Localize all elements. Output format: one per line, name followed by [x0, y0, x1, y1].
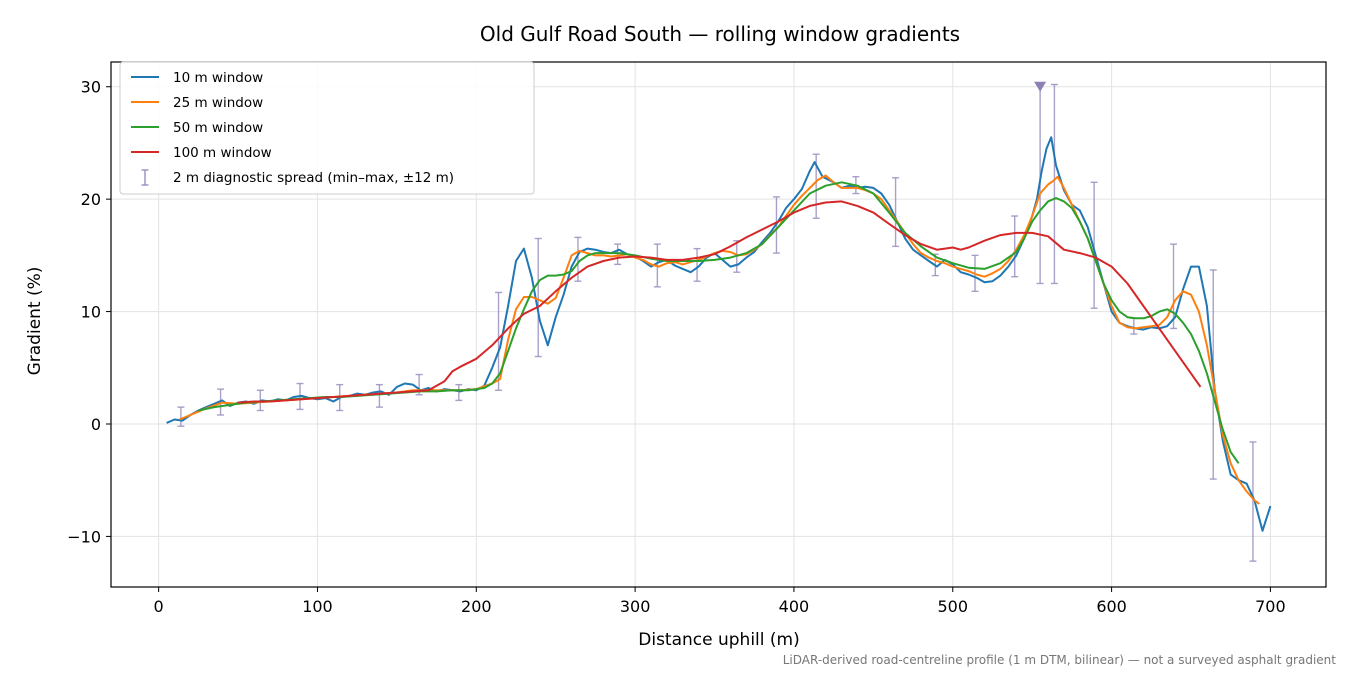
x-tick-label: 200: [461, 597, 492, 616]
error-bar: [614, 243, 622, 266]
chart-title: Old Gulf Road South — rolling window gra…: [480, 22, 960, 46]
legend: 10 m window 25 m window 50 m window 100 m w…: [119, 61, 535, 195]
error-bar: [892, 177, 900, 248]
x-tick-label: 100: [302, 597, 333, 616]
series-line-1: [166, 136, 1272, 532]
y-tick-label: −10: [67, 527, 101, 546]
error-bar: [1050, 83, 1058, 285]
error-bar: [375, 383, 383, 408]
y-tick-label: 30: [81, 78, 101, 97]
error-bar: [455, 383, 463, 402]
error-bar: [693, 247, 701, 282]
error-bar: [1130, 317, 1138, 335]
series-line-3: [198, 181, 1240, 464]
x-tick-label: 600: [1096, 597, 1127, 616]
x-axis-label: Distance uphill (m): [638, 630, 799, 650]
legend-label-errorbar: 2 m diagnostic spread (min–max, ±12 m): [173, 170, 454, 186]
legend-label-1: 10 m window: [173, 70, 263, 86]
series-line-4: [238, 200, 1202, 404]
legend-swatch-errorbar: [141, 169, 149, 186]
x-tick-label: 300: [620, 597, 651, 616]
error-bar: [1011, 215, 1019, 278]
axes: 0 100 200 300 400 500 600 700 −10 0 10 20 30: [67, 78, 1285, 616]
legend-box: [119, 61, 535, 195]
y-tick-label: 0: [91, 415, 101, 434]
legend-label-4: 100 m window: [173, 145, 272, 161]
y-tick-label: 20: [81, 190, 101, 209]
x-tick-label: 0: [154, 597, 164, 616]
peak-marker: [1034, 81, 1047, 92]
legend-label-3: 50 m window: [173, 120, 263, 136]
x-tick-label: 400: [779, 597, 810, 616]
error-bar: [1249, 441, 1257, 562]
series-line-2: [178, 174, 1260, 505]
legend-label-2: 25 m window: [173, 95, 263, 111]
error-bar: [1170, 243, 1178, 330]
grid: [111, 62, 1326, 587]
footnote: LiDAR-derived road-centreline profile (1…: [783, 653, 1337, 667]
error-bar: [177, 406, 185, 427]
y-axis-label: Gradient (%): [25, 267, 45, 376]
error-bar: [1090, 181, 1098, 309]
plot-area: [166, 81, 1272, 562]
x-tick-label: 500: [937, 597, 968, 616]
error-bar: [534, 237, 542, 358]
y-tick-label: 10: [81, 303, 101, 322]
x-tick-label: 700: [1255, 597, 1286, 616]
plot-frame: [110, 61, 1327, 588]
